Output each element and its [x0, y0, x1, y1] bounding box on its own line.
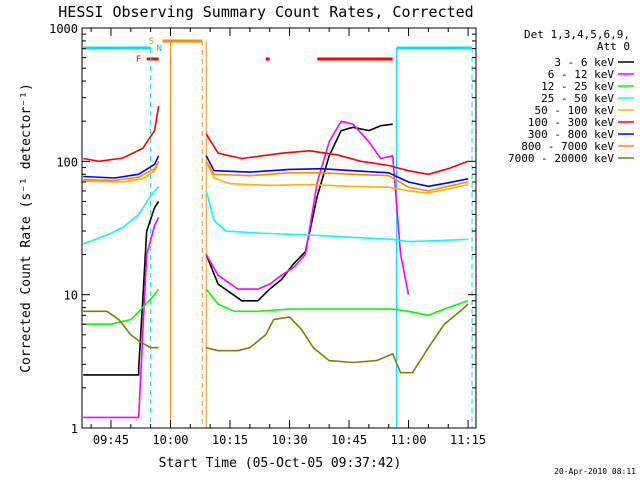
series-line-5: [83, 105, 160, 163]
y-axis-label: Corrected Count Rate (s⁻¹ detector⁻¹): [19, 83, 34, 373]
plot-area: SN F: [82, 37, 473, 428]
series-line-0: [83, 201, 160, 376]
series-line-2: [83, 288, 160, 326]
y-tick-label: 1000: [49, 22, 78, 36]
footer-date: 20-Apr-2010 08:11: [554, 467, 636, 476]
x-tick-label: 09:45: [93, 433, 129, 447]
night-flag-label: N: [157, 44, 162, 54]
legend-entry-label: 3 - 6 keV: [554, 56, 614, 69]
series-line-5: [205, 133, 469, 176]
x-axis-label: Start Time (05-Oct-05 09:37:42): [159, 456, 402, 471]
series-line-6: [83, 155, 160, 179]
saa-flag-label: S: [149, 37, 154, 47]
series-line-2: [205, 288, 469, 317]
series-line-4: [205, 160, 469, 194]
x-tick-label: 11:00: [390, 433, 426, 447]
legend-entry-label: 6 - 12 keV: [548, 68, 615, 81]
y-tick-label: 10: [64, 289, 78, 303]
series-line-3: [205, 190, 469, 243]
x-tick-label: 10:45: [331, 433, 367, 447]
x-tick-label: 10:00: [152, 433, 188, 447]
series-line-8: [206, 303, 469, 374]
series-line-6: [205, 155, 469, 188]
y-tick-label: 1: [71, 422, 78, 436]
legend-entry-label: 7000 - 20000 keV: [508, 152, 614, 165]
series-line-8: [83, 310, 159, 349]
axes-frame: [81, 27, 477, 429]
series-line-1: [205, 120, 410, 295]
x-axis-ticks: 09:45 10:00 10:15 10:30 10:45 11:00 11:15: [90, 28, 486, 447]
y-axis-ticks: 1 10 100 1000: [49, 22, 476, 436]
legend-entry-label: 25 - 50 keV: [541, 92, 614, 105]
legend-header-line: Det 1,3,4,5,6,9,: [524, 28, 630, 41]
legend-header-line: Att 0: [597, 40, 630, 53]
series-line-7: [83, 160, 160, 182]
legend-entry-label: 100 - 300 keV: [528, 116, 614, 129]
legend-entry-label: 12 - 25 keV: [541, 80, 614, 93]
legend-entry-label: 300 - 800 keV: [528, 128, 614, 141]
legend-entry-label: 50 - 100 keV: [535, 104, 615, 117]
flare-flag-label: F: [136, 55, 141, 65]
chart-title: HESSI Observing Summary Count Rates, Cor…: [58, 3, 473, 21]
legend-entry-label: 800 - 7000 keV: [521, 140, 614, 153]
series-line-3: [82, 185, 160, 245]
series-line-7: [205, 160, 469, 192]
series-line-1: [83, 217, 160, 419]
x-tick-label: 10:15: [212, 433, 248, 447]
x-tick-label: 11:15: [450, 433, 486, 447]
y-tick-label: 100: [56, 155, 78, 169]
x-tick-label: 10:30: [271, 433, 307, 447]
